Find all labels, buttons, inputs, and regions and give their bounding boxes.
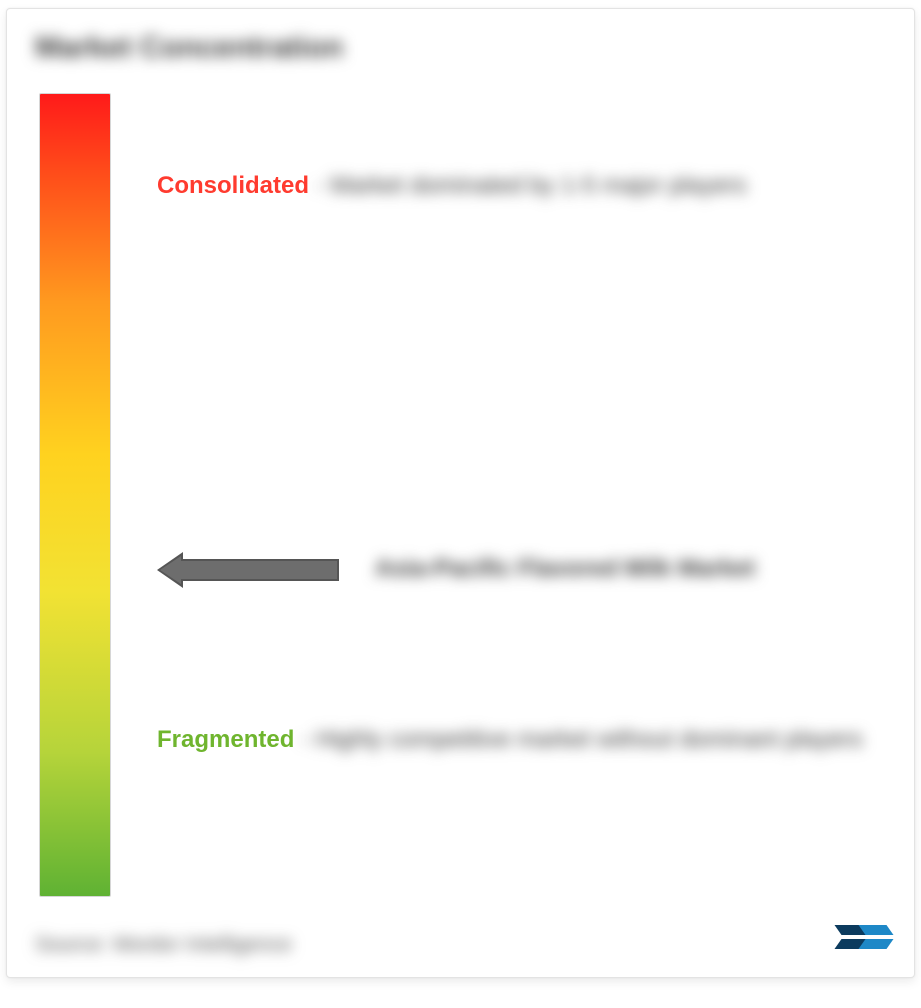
market-pointer: Asia-Pacific Flavored Milk Market <box>157 552 876 587</box>
card-footer: Source: Mordor Intelligence <box>35 917 886 957</box>
consolidated-desc: - Market dominated by 1-5 major players <box>316 172 747 199</box>
label-area: Consolidated - Market dominated by 1-5 m… <box>115 87 886 903</box>
gradient-bar-wrap <box>35 87 115 903</box>
card-body: Consolidated - Market dominated by 1-5 m… <box>35 87 886 903</box>
source-text: Source: Mordor Intelligence <box>35 933 292 957</box>
fragmented-label: Fragmented <box>157 726 294 753</box>
consolidated-line: Consolidated - Market dominated by 1-5 m… <box>157 169 876 204</box>
consolidated-label: Consolidated <box>157 172 309 199</box>
brand-logo-icon <box>838 917 886 957</box>
fragmented-desc: - Highly competitive market without domi… <box>301 726 863 753</box>
arrow-left-icon <box>157 554 339 586</box>
gradient-bar <box>39 93 111 897</box>
fragmented-line: Fragmented - Highly competitive market w… <box>157 723 876 758</box>
card-title: Market Concentration <box>35 31 886 65</box>
concentration-card: Market Concentration Consolidated - Mark… <box>6 8 915 978</box>
market-name: Asia-Pacific Flavored Milk Market <box>375 552 755 587</box>
